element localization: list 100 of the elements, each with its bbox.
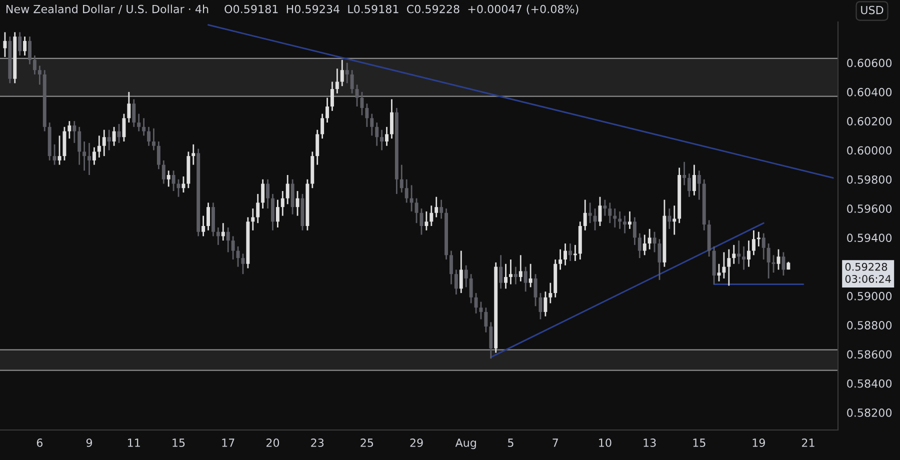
x-tick-label: Aug [455,438,476,450]
candlestick [23,36,27,56]
x-tick-label: 10 [599,438,612,447]
candlestick [638,232,642,259]
candlestick [489,321,493,360]
candlestick [360,91,364,116]
candlestick [424,210,428,232]
candlestick [518,254,522,282]
candlestick [623,215,627,234]
candlestick [747,240,750,268]
y-tick-label: 0.59600 [847,204,892,213]
candlestick [672,204,676,236]
x-tick-label: 15 [693,438,706,447]
candlestick [32,54,36,76]
chart-title: New Zealand Dollar / U.S. Dollar · 4h [6,4,208,14]
candlestick [266,178,270,210]
candlestick [226,226,230,253]
candlestick [732,244,736,265]
candlestick [588,202,592,224]
candlestick [573,244,577,262]
candlestick [509,258,512,285]
candlestick [166,170,170,188]
candlestick [370,113,374,136]
text: 03:06:24 [845,274,891,283]
candlestick [365,102,369,128]
chart-subtitle: O0.59181 H0.59234 L0.59181 C0.59228 +0.00047 (+0.08%) [224,4,578,15]
candlestick [568,242,572,262]
candlestick [692,164,696,196]
candlestick [28,36,32,65]
candlestick [603,199,607,216]
candlestick [727,248,731,286]
candlestick [296,190,300,216]
candlestick [202,215,206,237]
y-tick-label: 0.60200 [847,117,892,126]
x-tick-label: 9 [86,438,92,447]
candlestick [112,126,116,147]
candlestick [668,208,672,230]
y-tick-label: 0.58800 [847,321,892,330]
text: 0.59228 [845,262,888,271]
candlestick [642,234,646,256]
candlestick [122,113,126,142]
x-tick-label: 6 [36,438,43,447]
candlestick [147,126,150,147]
candlestick [756,231,760,248]
candlestick [410,184,414,212]
candlestick [440,199,444,220]
candlestick [782,252,786,276]
candlestick [474,292,478,314]
candlestick [484,306,488,334]
candlestick [449,250,453,285]
candlestick [752,230,756,256]
y-tick-label: 0.59000 [847,292,892,300]
x-tick-label: 21 [802,438,814,447]
candlestick [548,282,552,304]
candlestick [697,170,701,200]
candlestick [107,129,111,151]
candlestick [469,273,473,304]
y-tick-label: 0.58400 [847,379,892,388]
candlestick [97,134,101,158]
candlestick [593,208,597,232]
candlestick [628,210,632,230]
candlestick [766,242,770,280]
candlestick [414,198,418,224]
y-axis-title: USD [861,6,884,14]
y-tick-label: 0.60600 [847,58,892,68]
candlestick [737,240,741,265]
candlestick [430,204,434,227]
candlestick [156,140,160,170]
candlestick [320,113,324,140]
candlestick [652,231,656,253]
candlestick [231,236,235,260]
candlestick [564,242,568,266]
x-tick-label: 17 [222,438,234,447]
candlestick [152,128,156,151]
candlestick [772,254,776,274]
y-tick-label: 0.60400 [847,88,892,96]
candlestick [385,126,389,147]
candlestick [717,263,721,282]
candlestick [251,208,255,232]
x-tick-label: 5 [508,438,514,447]
candlestick [206,202,210,232]
y-tick-label: 0.59400 [847,234,892,242]
candlestick [464,264,468,288]
x-tick-label: 19 [752,438,765,447]
candlestick [127,91,131,124]
candlestick [608,202,612,224]
candlestick [618,210,622,230]
candlestick [762,232,766,260]
candlestick [52,144,56,166]
candlestick [583,199,587,232]
candlestick [38,65,42,86]
candlestick [326,97,329,124]
candlestick [479,301,483,320]
candlestick [82,140,86,172]
candlestick [286,174,290,205]
candlestick [162,160,166,184]
candlestick [241,252,245,275]
candlestick [534,273,538,307]
candlestick [632,216,636,246]
candlestick [504,263,508,290]
